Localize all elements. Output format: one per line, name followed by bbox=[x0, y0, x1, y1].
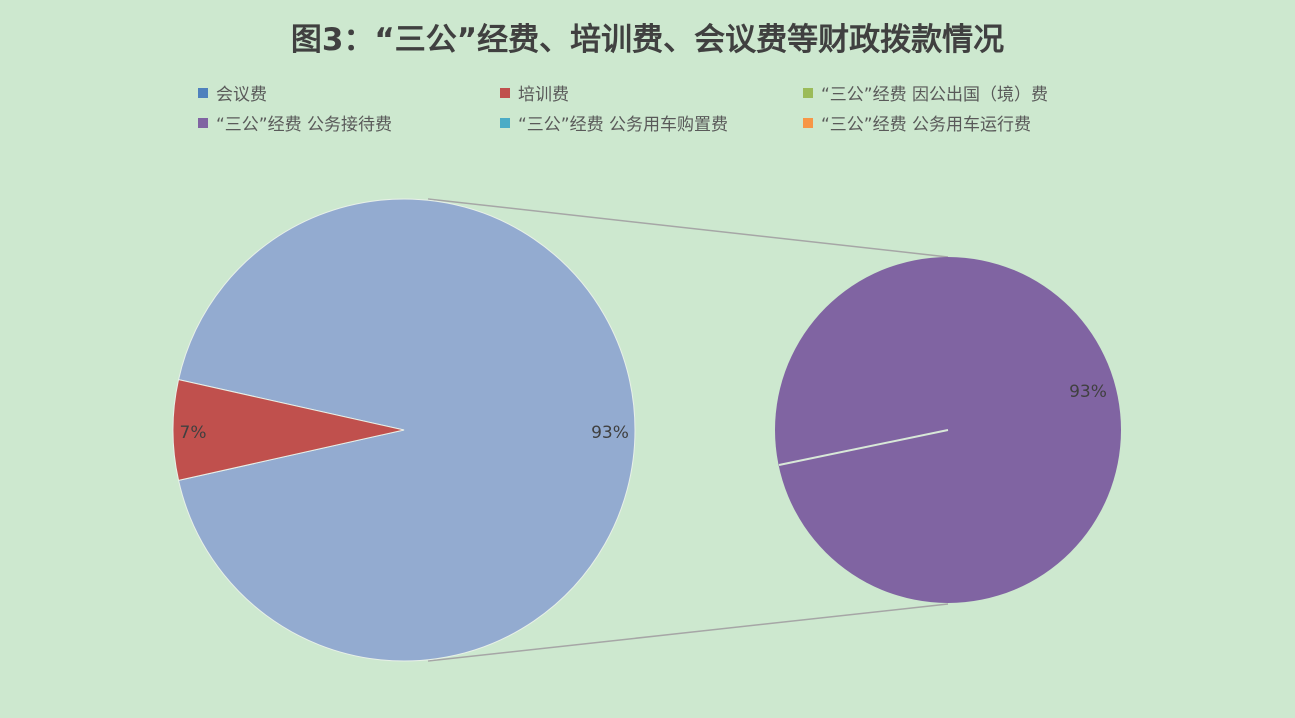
legend-label: “三公”经费 公务接待费 bbox=[216, 115, 393, 135]
connector-line-top bbox=[427, 198, 949, 258]
data-label-training: 7% bbox=[180, 423, 207, 443]
legend-label: 培训费 bbox=[518, 85, 569, 105]
legend-swatch bbox=[500, 87, 510, 98]
legend-swatch bbox=[803, 87, 813, 98]
legend-label: “三公”经费 公务用车运行费 bbox=[821, 115, 1032, 135]
legend-label: “三公”经费 公务用车购置费 bbox=[518, 115, 729, 135]
legend-item: “三公”经费 因公出国（境）费 bbox=[803, 80, 1048, 105]
legend-item: “三公”经费 公务用车运行费 bbox=[803, 110, 1031, 135]
legend-label: “三公”经费 因公出国（境）费 bbox=[821, 85, 1049, 105]
legend-item: “三公”经费 公务用车购置费 bbox=[500, 110, 728, 135]
legend-item: “三公”经费 公务接待费 bbox=[198, 110, 392, 135]
pie-slice-training bbox=[172, 379, 405, 481]
data-label-reception: 93% bbox=[1069, 382, 1107, 402]
pie-slice-other bbox=[177, 198, 636, 662]
secondary-pie-slice-divider bbox=[778, 429, 949, 466]
data-label-other: 93% bbox=[591, 423, 629, 443]
legend-item: 培训费 bbox=[500, 80, 569, 105]
legend-item: 会议费 bbox=[198, 80, 267, 105]
legend-swatch bbox=[500, 117, 510, 128]
connector-line-bottom bbox=[427, 603, 949, 662]
legend-swatch bbox=[198, 87, 208, 98]
chart-title: 图3：“三公”经费、培训费、会议费等财政拨款情况 bbox=[290, 22, 1005, 58]
legend-swatch bbox=[803, 117, 813, 128]
legend-swatch bbox=[198, 117, 208, 128]
legend-label: 会议费 bbox=[216, 85, 267, 105]
